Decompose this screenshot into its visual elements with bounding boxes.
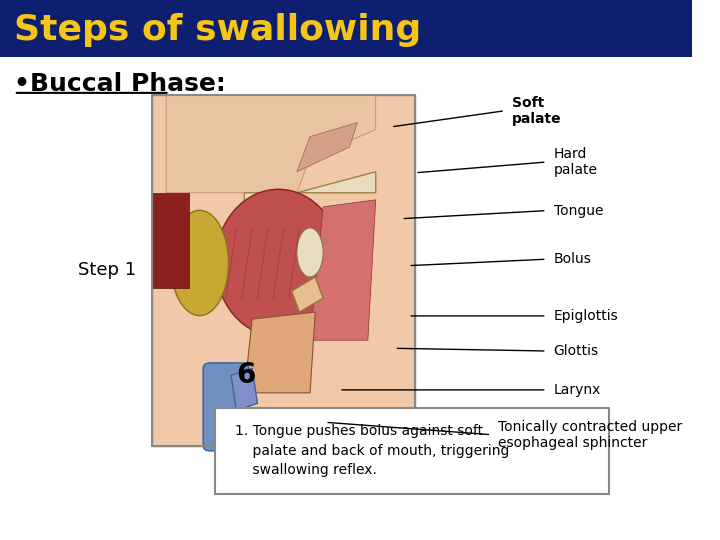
- Text: 1. Tongue pushes bolus against soft
    palate and back of mouth, triggering
   : 1. Tongue pushes bolus against soft pala…: [235, 424, 510, 477]
- FancyBboxPatch shape: [215, 408, 609, 494]
- Text: Soft
palate: Soft palate: [512, 96, 562, 126]
- Text: Step 1: Step 1: [78, 261, 136, 279]
- Text: Tonically contracted upper
esophageal sphincter: Tonically contracted upper esophageal sp…: [498, 420, 683, 450]
- Text: 6: 6: [236, 361, 256, 389]
- Polygon shape: [244, 312, 315, 393]
- Polygon shape: [244, 172, 376, 207]
- Polygon shape: [231, 368, 258, 410]
- FancyBboxPatch shape: [152, 94, 415, 445]
- Ellipse shape: [215, 189, 341, 337]
- Ellipse shape: [297, 228, 323, 277]
- Text: •Buccal Phase:: •Buccal Phase:: [14, 72, 225, 96]
- Text: Steps of swallowing: Steps of swallowing: [14, 13, 421, 46]
- Text: Bolus: Bolus: [554, 252, 591, 266]
- FancyBboxPatch shape: [0, 0, 692, 57]
- Polygon shape: [152, 193, 189, 287]
- Text: Epiglottis: Epiglottis: [554, 309, 618, 323]
- Text: Tongue: Tongue: [554, 204, 603, 218]
- Polygon shape: [310, 200, 376, 340]
- Polygon shape: [297, 123, 357, 172]
- Text: Glottis: Glottis: [554, 344, 599, 358]
- FancyBboxPatch shape: [203, 363, 248, 451]
- Ellipse shape: [171, 211, 228, 315]
- Text: Larynx: Larynx: [554, 383, 601, 397]
- Polygon shape: [166, 94, 376, 193]
- Text: Hard
palate: Hard palate: [554, 147, 598, 177]
- Polygon shape: [292, 277, 323, 312]
